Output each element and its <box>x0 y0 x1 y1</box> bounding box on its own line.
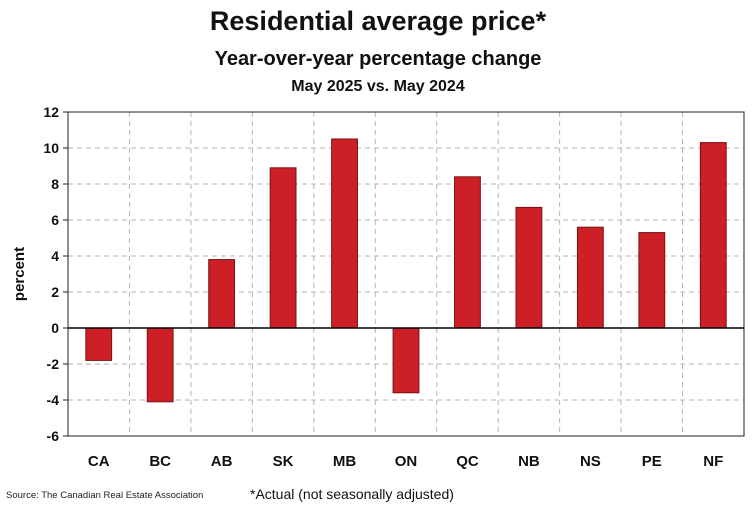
x-tick-label: BC <box>149 453 171 470</box>
y-axis-label: percent <box>11 247 28 301</box>
bar-nb <box>515 206 543 329</box>
bar-sk <box>269 167 297 329</box>
x-tick-label: PE <box>642 453 662 470</box>
chart-period: May 2025 vs. May 2024 <box>291 78 465 95</box>
y-tick-label: 6 <box>51 212 59 228</box>
bar-on <box>392 327 420 394</box>
source-note: Source: The Canadian Real Estate Associa… <box>6 490 204 501</box>
x-tick-label: CA <box>88 453 110 470</box>
y-tick-label: -2 <box>47 356 60 372</box>
y-tick-label: 8 <box>51 176 59 192</box>
bar-ca <box>85 327 113 361</box>
x-tick-label: NB <box>518 453 540 470</box>
y-tick-label: 0 <box>51 320 59 336</box>
y-tick-label: 10 <box>43 140 59 156</box>
chart-title: Residential average price* <box>209 6 547 36</box>
bar-mb <box>331 138 358 329</box>
x-tick-label: AB <box>211 453 233 470</box>
y-tick-label: 12 <box>43 104 59 120</box>
bar-ns <box>576 226 604 329</box>
bar-pe <box>638 232 666 329</box>
bar-bc <box>146 327 174 403</box>
bar-qc <box>454 176 481 329</box>
y-tick-label: -6 <box>47 428 60 444</box>
x-tick-label: QC <box>456 453 479 470</box>
x-tick-label: ON <box>395 453 418 470</box>
x-tick-label: NS <box>580 453 601 470</box>
bar-ab <box>208 259 236 329</box>
y-tick-label: 4 <box>51 248 59 264</box>
x-tick-label: NF <box>703 453 723 470</box>
x-tick-label: MB <box>333 453 356 470</box>
chart-subtitle: Year-over-year percentage change <box>214 48 542 70</box>
y-tick-label: 2 <box>51 284 59 300</box>
footnote: *Actual (not seasonally adjusted) <box>250 486 454 502</box>
bar-nf <box>699 142 727 329</box>
plot-frame <box>67 111 745 437</box>
y-tick-label: -4 <box>47 392 60 408</box>
x-tick-label: SK <box>273 453 294 470</box>
